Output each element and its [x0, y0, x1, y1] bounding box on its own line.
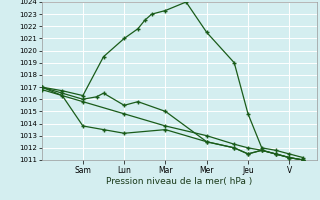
X-axis label: Pression niveau de la mer( hPa ): Pression niveau de la mer( hPa )	[106, 177, 252, 186]
